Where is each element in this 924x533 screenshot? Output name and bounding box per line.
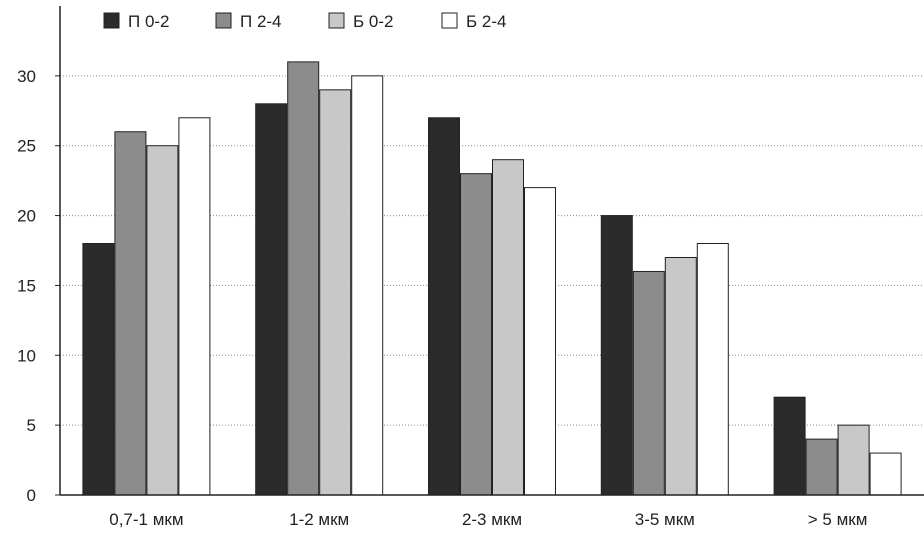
bar-Б-0-2-3 [664,256,697,496]
legend: П 0-2 П 2-4 Б 0-2 Б 2-4 [103,12,506,31]
y-tick-label: 25 [17,137,36,156]
x-axis: 0,7-1 мкм 1-2 мкм 2-3 мкм 3-5 мкм > 5 мкм [60,494,924,529]
legend-swatch [103,12,120,29]
y-tick-label: 20 [17,207,36,226]
legend-swatch [441,12,458,29]
legend-swatch [328,12,345,29]
bar-Б-0-2-0 [146,145,179,496]
category-label: 0,7-1 мкм [109,510,183,529]
bar-П-0-2-4 [773,396,806,496]
y-tick-label: 30 [17,67,36,86]
bar-Б-2-4-0 [178,117,211,496]
bar-П-0-2-1 [255,103,288,496]
legend-swatch [215,12,232,29]
legend-label: Б 2-4 [466,12,506,31]
bar-Б-2-4-3 [696,243,729,496]
category-label: > 5 мкм [808,510,868,529]
category-label: 1-2 мкм [289,510,349,529]
bar-Б-2-4-4 [869,452,902,496]
bar-П-0-2-3 [600,215,633,496]
legend-label: П 0-2 [128,12,170,31]
category-label: 3-5 мкм [635,510,695,529]
bar-П-2-4-0 [114,131,147,496]
bar-П-0-2-0 [82,243,115,496]
y-axis: 0 5 10 15 20 25 30 [17,6,61,505]
bar-Б-2-4-2 [524,187,556,496]
bar-П-2-4-2 [460,173,492,496]
bar-Б-0-2-4 [837,424,870,496]
category-label: 2-3 мкм [462,510,522,529]
bar-П-0-2-2 [428,117,460,496]
bar-П-2-4-1 [287,61,320,496]
y-tick-label: 15 [17,276,36,295]
bars [82,61,902,496]
legend-label: Б 0-2 [353,12,393,31]
bar-П-2-4-4 [805,438,838,496]
bar-Б-0-2-2 [492,159,524,496]
legend-label: П 2-4 [240,12,282,31]
bar-Б-0-2-1 [319,89,352,496]
y-tick-label: 5 [27,416,36,435]
y-tick-label: 0 [27,486,36,505]
bar-Б-2-4-1 [351,75,384,496]
y-tick-label: 10 [17,346,36,365]
bar-П-2-4-3 [632,270,665,496]
